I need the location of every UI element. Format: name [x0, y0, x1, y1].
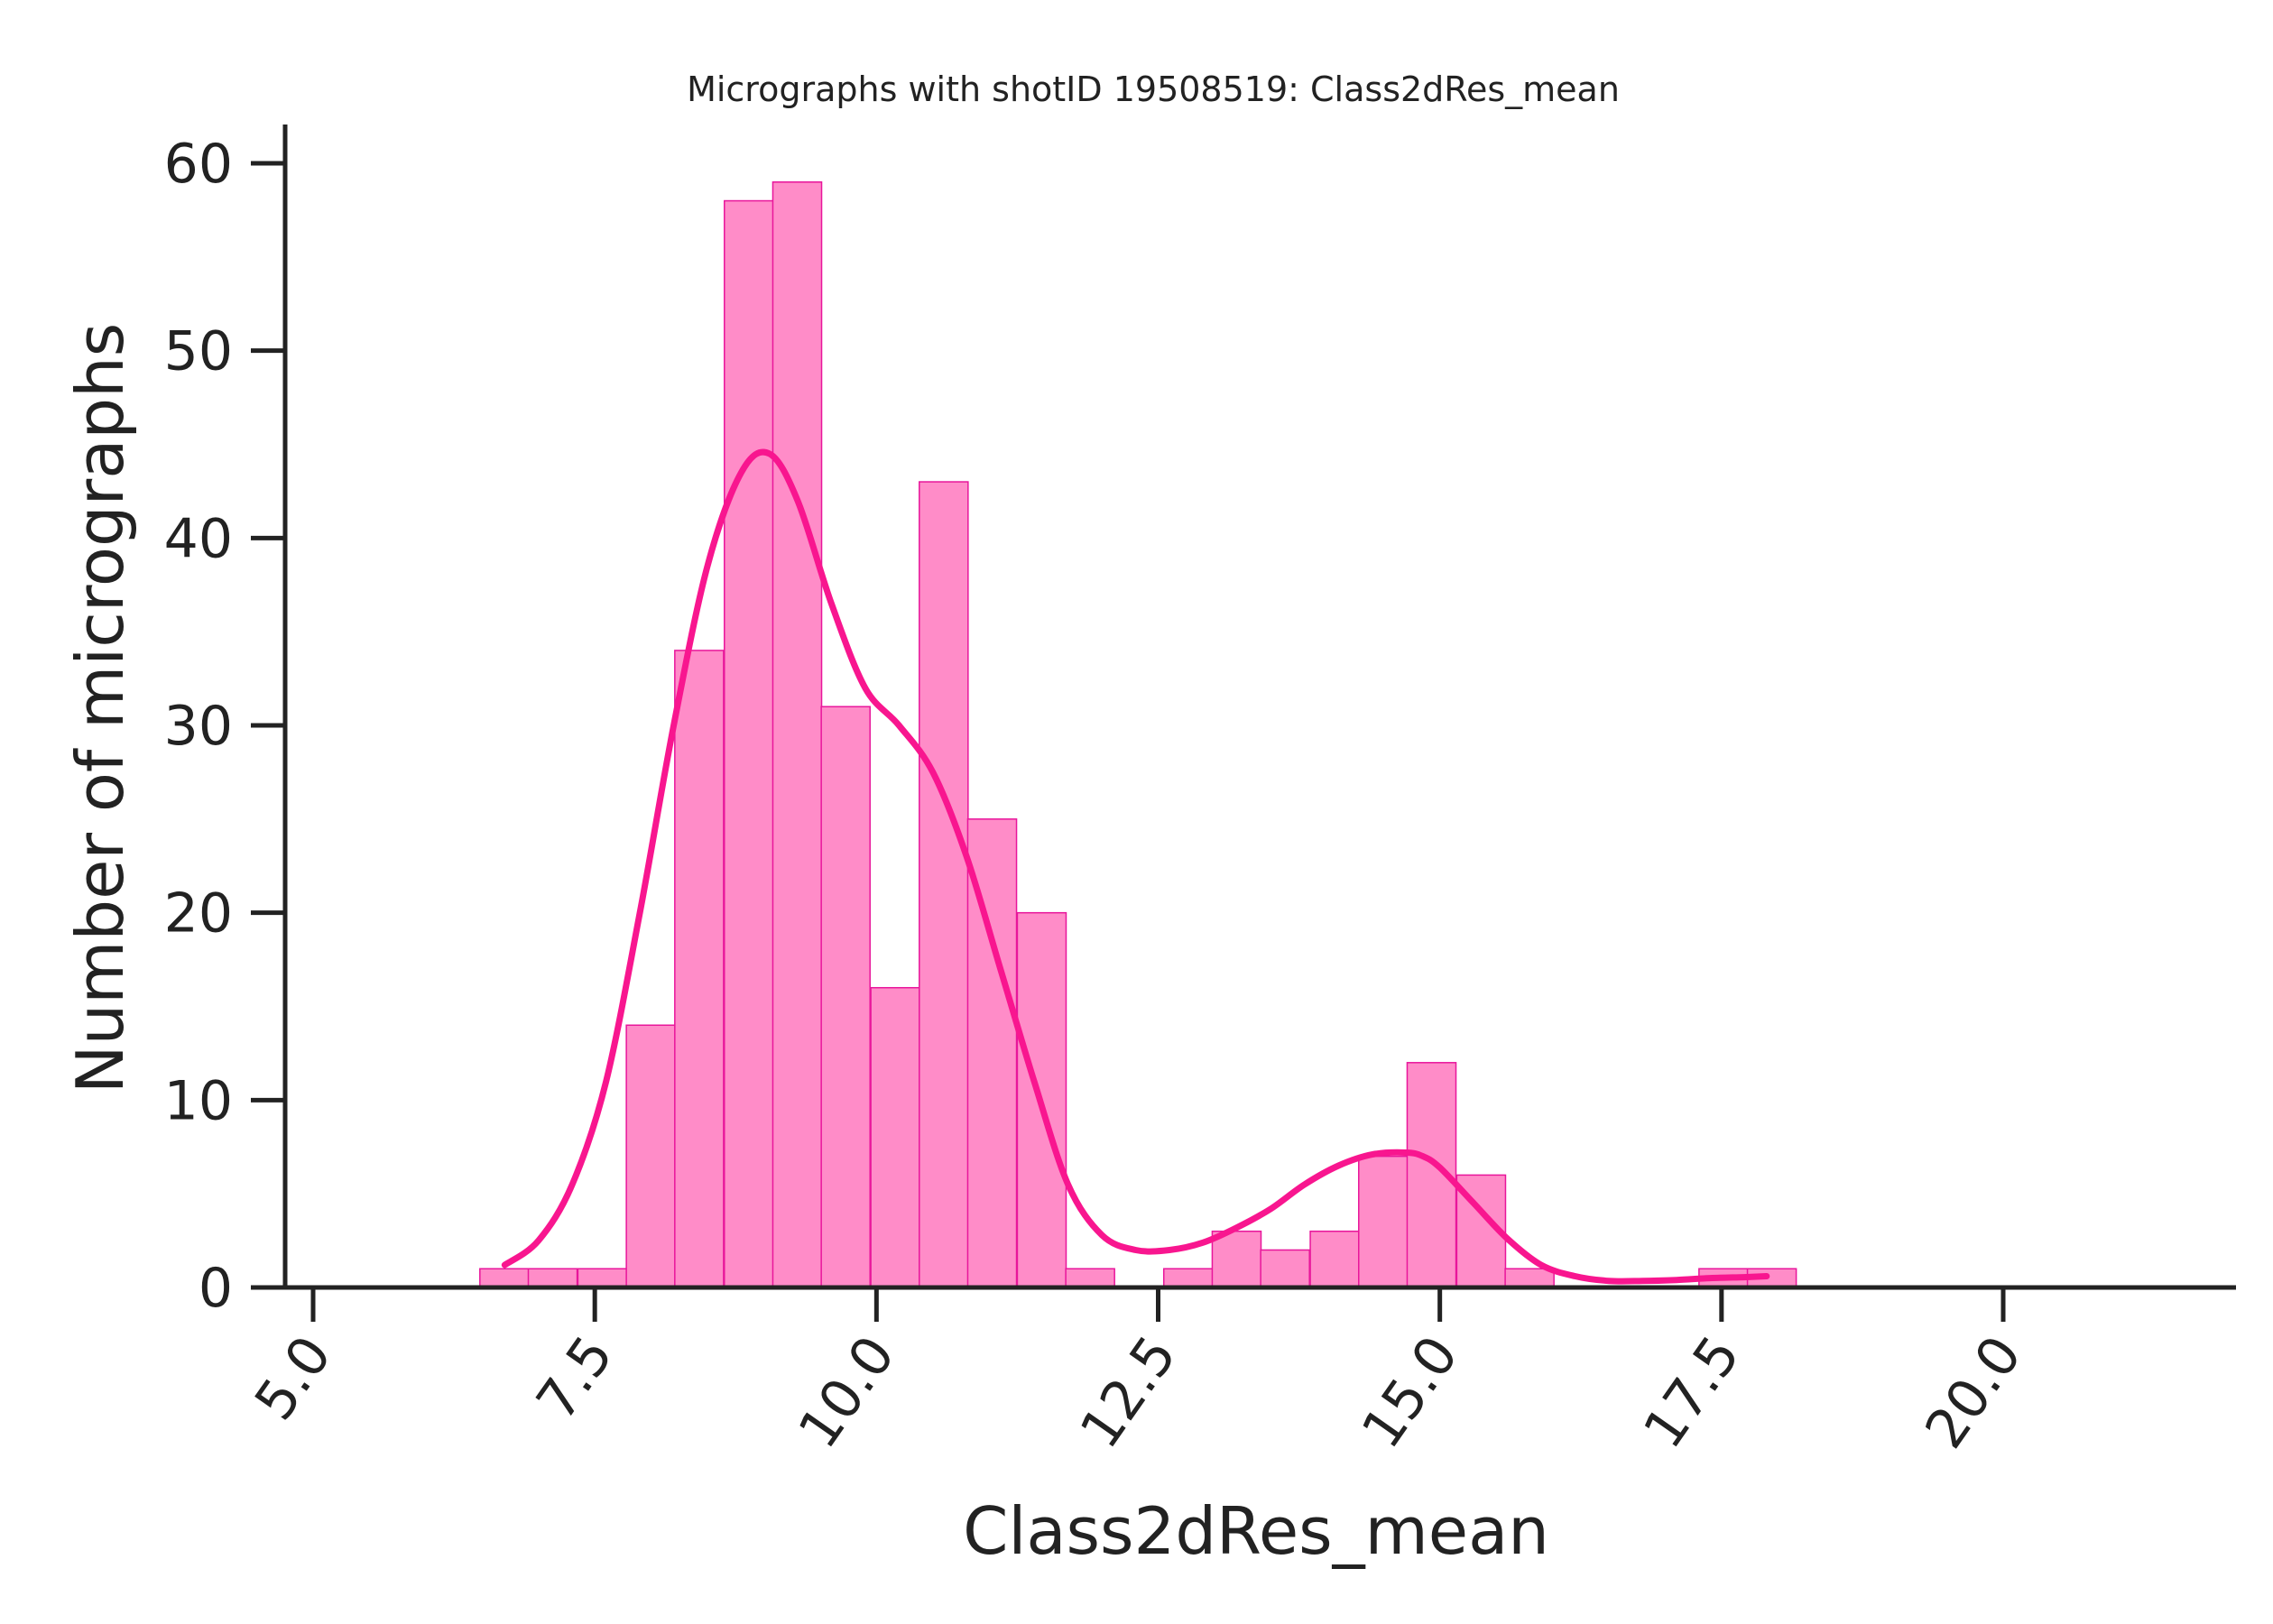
- histogram-bar-14: [1211, 1230, 1262, 1288]
- x-tick-label: 7.5: [524, 1324, 625, 1431]
- chart-title: Micrographs with shotID 19508519: Class2…: [687, 69, 1620, 109]
- y-tick-label: 60: [164, 133, 233, 196]
- histogram-bar-10: [966, 818, 1018, 1288]
- histogram-bar-9: [919, 481, 969, 1288]
- histogram-bar-3: [625, 1024, 676, 1288]
- x-axis-label: Class2dRes_mean: [963, 1493, 1549, 1569]
- histogram-bar-5: [724, 199, 774, 1288]
- x-axis-ticks: 5.0 7.5 10.0 12.5 15.0 17.5 20.0: [243, 1287, 2034, 1460]
- x-tick-label: 20.0: [1913, 1324, 2034, 1460]
- histogram-bar-12: [1065, 1268, 1115, 1288]
- y-axis-label: Number of micrographs: [62, 323, 138, 1093]
- histogram-bar-1: [527, 1268, 578, 1288]
- histogram-bar-13: [1162, 1268, 1214, 1288]
- histogram-bar-20: [1504, 1268, 1555, 1288]
- y-tick-label: 0: [199, 1257, 233, 1320]
- y-tick-label: 30: [164, 695, 233, 758]
- x-tick-label: 15.0: [1350, 1324, 1471, 1460]
- x-tick-label: 5.0: [243, 1324, 344, 1431]
- y-tick-label: 20: [164, 882, 233, 946]
- histogram-bar-0: [479, 1268, 530, 1288]
- y-tick-label: 40: [164, 507, 233, 570]
- histogram-bar-2: [577, 1268, 628, 1288]
- y-tick-label: 10: [164, 1069, 233, 1132]
- histogram-bar-15: [1260, 1249, 1310, 1288]
- y-axis-ticks: 0 10 20 30 40 50 60: [164, 133, 285, 1320]
- kde-curve: [501, 448, 1770, 1285]
- histogram-bar-16: [1309, 1230, 1360, 1288]
- histogram-bar-17: [1358, 1155, 1409, 1288]
- histogram-bar-7: [820, 706, 871, 1288]
- y-tick-label: 50: [164, 320, 233, 383]
- x-tick-label: 17.5: [1631, 1324, 1752, 1460]
- x-tick-label: 12.5: [1068, 1324, 1189, 1460]
- histogram-bar-6: [772, 181, 823, 1288]
- histogram-bar-8: [870, 986, 920, 1288]
- histogram-bar-4: [674, 650, 725, 1288]
- x-tick-label: 10.0: [787, 1324, 908, 1460]
- histogram-bars: [479, 181, 1797, 1288]
